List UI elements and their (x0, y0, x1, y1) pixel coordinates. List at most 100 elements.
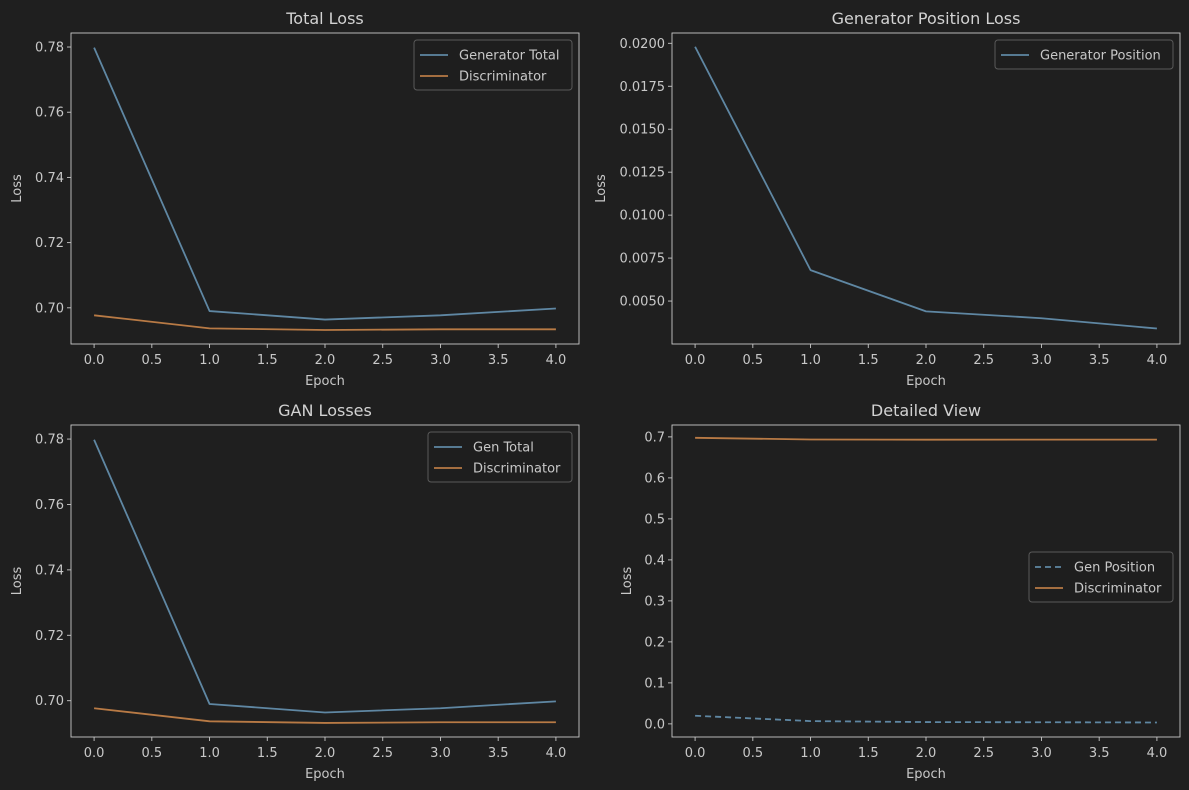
y-axis-label: Loss (594, 174, 609, 203)
x-axis-label: Epoch (305, 767, 345, 782)
x-tick-label: 4.0 (1147, 746, 1168, 761)
legend-entry-label: Discriminator (473, 462, 561, 477)
y-tick-label: 0.5 (644, 512, 665, 527)
chart-title: GAN Losses (278, 401, 372, 420)
x-axis-label: Epoch (906, 767, 946, 782)
series-line-2 (695, 436, 1157, 441)
y-tick-label: 0.6 (644, 471, 665, 486)
y-tick-label: 0.1 (644, 676, 665, 691)
legend: Generator Position (994, 39, 1174, 70)
x-tick-label: 0.0 (685, 746, 706, 761)
legend-box (994, 39, 1174, 70)
x-tick-label: 3.5 (488, 353, 509, 368)
y-tick-label: 0.74 (35, 563, 64, 578)
chart-panel-3: GAN Losses 0.0 0.5 1.0 1.5 2.0 2.5 3.0 3.5 4.0 0.7… (10, 401, 580, 782)
x-tick-label: 2.0 (916, 746, 937, 761)
legend-entry-label: Gen Position (1074, 561, 1155, 576)
series-line-1 (93, 439, 556, 714)
y-tick-label: 0.0175 (620, 80, 666, 95)
y-tick-label: 0.78 (35, 41, 64, 56)
x-tick-label: 2.0 (315, 746, 336, 761)
chart-title: Generator Position Loss (832, 9, 1021, 28)
legend: Gen Position Discriminator (1028, 551, 1174, 603)
chart-panel-1: Total Loss 0.0 0.5 1.0 1.5 2.0 2.5 3.0 3.5 4.0 0.7… (10, 9, 580, 389)
x-tick-label: 3.0 (430, 353, 451, 368)
x-tick-label: 4.0 (546, 746, 567, 761)
x-tick-label: 3.0 (1031, 746, 1052, 761)
y-tick-label: 0.0075 (620, 252, 666, 267)
y-tick-label: 0.0200 (620, 37, 666, 52)
x-tick-label: 1.5 (257, 746, 278, 761)
x-tick-label: 0.5 (742, 746, 763, 761)
x-tick-label: 1.5 (858, 746, 879, 761)
legend-box (427, 431, 573, 483)
legend-entry-label: Discriminator (1074, 582, 1162, 597)
y-tick-label: 0.4 (644, 553, 665, 568)
x-tick-label: 3.5 (488, 746, 509, 761)
legend-entry-label: Generator Position (1040, 49, 1161, 64)
legend-box (413, 39, 573, 91)
y-tick-label: 0.0050 (620, 295, 666, 310)
chart-title: Detailed View (871, 401, 981, 420)
chart-panel-2: Generator Position Loss 0.0 0.5 1.0 1.5 2.0 2.… (594, 9, 1181, 389)
x-axis-label: Epoch (305, 374, 345, 389)
x-tick-label: 0.0 (84, 353, 105, 368)
x-tick-label: 0.5 (141, 353, 162, 368)
chart-panel-4: Detailed View 0.0 0.5 1.0 1.5 2.0 2.5 3.0 3.5 4.0… (620, 401, 1181, 782)
legend-entry-label: Gen Total (473, 441, 534, 456)
y-tick-label: 0.0100 (620, 209, 666, 224)
y-tick-label: 0.70 (35, 301, 64, 316)
x-tick-label: 1.0 (199, 746, 220, 761)
x-tick-label: 2.0 (315, 353, 336, 368)
x-tick-label: 0.5 (742, 353, 763, 368)
x-axis-label: Epoch (906, 374, 946, 389)
x-tick-label: 1.0 (800, 746, 821, 761)
x-tick-label: 3.5 (1089, 353, 1110, 368)
x-tick-label: 0.0 (685, 353, 706, 368)
x-tick-label: 1.5 (257, 353, 278, 368)
y-tick-label: 0.76 (35, 106, 64, 121)
x-tick-label: 0.5 (141, 746, 162, 761)
x-tick-label: 1.0 (800, 353, 821, 368)
x-tick-label: 3.5 (1089, 746, 1110, 761)
y-axis-label: Loss (10, 174, 25, 203)
x-tick-label: 2.5 (973, 353, 994, 368)
series-line-1 (93, 47, 556, 321)
x-tick-label: 2.5 (372, 353, 393, 368)
y-tick-label: 0.7 (644, 430, 665, 445)
x-tick-label: 2.0 (916, 353, 937, 368)
y-tick-label: 0.72 (35, 629, 64, 644)
x-tick-label: 3.0 (430, 746, 451, 761)
y-tick-label: 0.72 (35, 236, 64, 251)
series-line-1 (695, 714, 1157, 724)
legend-entry-label: Generator Total (459, 49, 560, 64)
y-tick-label: 0.0150 (620, 123, 666, 138)
y-tick-label: 0.0125 (620, 166, 666, 181)
series-line-1 (694, 46, 1157, 330)
y-axis-label: Loss (10, 567, 25, 596)
y-tick-label: 0.2 (644, 635, 665, 650)
y-tick-label: 0.70 (35, 694, 64, 709)
series-line-2 (93, 707, 556, 724)
legend-box (1028, 551, 1174, 603)
legend: Gen Total Discriminator (427, 431, 573, 483)
x-tick-label: 0.0 (84, 746, 105, 761)
y-axis-label: Loss (620, 567, 635, 596)
y-tick-label: 0.78 (35, 433, 64, 448)
x-tick-label: 4.0 (1147, 353, 1168, 368)
x-tick-label: 1.5 (858, 353, 879, 368)
y-tick-label: 0.76 (35, 498, 64, 513)
series-line-2 (93, 314, 556, 331)
legend-entry-label: Discriminator (459, 70, 547, 85)
x-tick-label: 3.0 (1031, 353, 1052, 368)
legend: Generator Total Discriminator (413, 39, 573, 91)
chart-title: Total Loss (285, 9, 364, 28)
y-tick-label: 0.3 (644, 594, 665, 609)
x-tick-label: 1.0 (199, 353, 220, 368)
y-tick-label: 0.0 (644, 717, 665, 732)
x-tick-label: 2.5 (973, 746, 994, 761)
y-tick-label: 0.74 (35, 171, 64, 186)
x-tick-label: 4.0 (546, 353, 567, 368)
x-tick-label: 2.5 (372, 746, 393, 761)
